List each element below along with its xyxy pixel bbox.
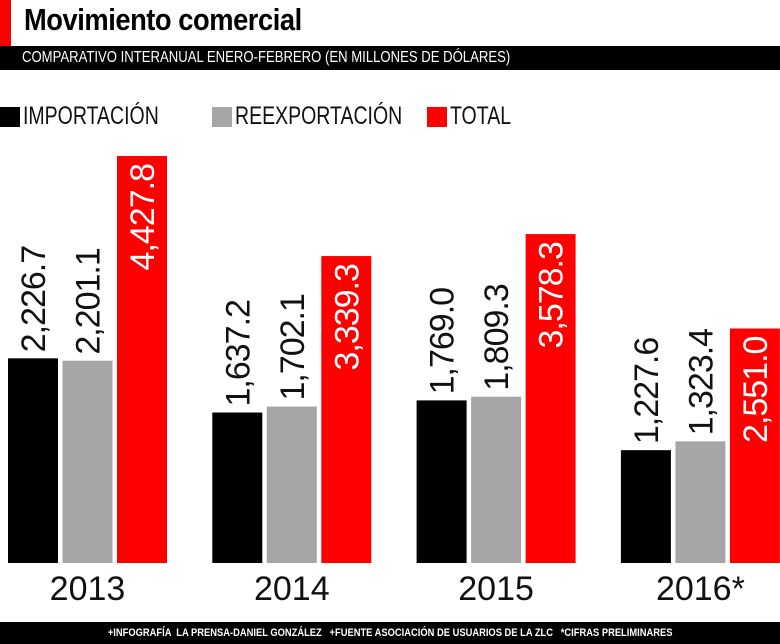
data-label: 1,227.6: [628, 338, 666, 445]
bar-importación-2014: [212, 412, 263, 563]
chart-subtitle-band: COMPARATIVO INTERANUAL ENERO-FEBRERO (EN…: [0, 46, 780, 70]
legend-swatch: [0, 106, 20, 127]
legend-label: TOTAL: [450, 102, 512, 130]
legend-swatch: [427, 106, 447, 127]
bar-reexportación-2016*: [675, 441, 726, 563]
footer-credits: +INFOGRAFÍA LA PRENSA-DANIEL GONZÁLEZ +F…: [107, 627, 673, 639]
data-label: 3,578.3: [533, 242, 571, 349]
data-label: 1,769.0: [424, 288, 462, 395]
chart-subtitle: COMPARATIVO INTERANUAL ENERO-FEBRERO (EN…: [22, 49, 511, 66]
bar-total-2016*: [729, 328, 780, 563]
data-label: 4,427.8: [124, 164, 162, 271]
bar-importación-2015: [416, 400, 467, 563]
bar-importación-2016*: [620, 450, 671, 563]
bar-chart: 2,226.7 2,201.1 4,427.8 2013 1,637.2 1,702.1 3…: [8, 156, 780, 608]
x-tick-label: 2014: [254, 570, 330, 608]
legend-label: REEXPORTACIÓN: [235, 102, 403, 130]
data-label: 3,339.3: [328, 264, 366, 371]
x-tick-label: 2015: [458, 570, 534, 608]
x-tick-label: 2016*: [656, 570, 745, 608]
bar-reexportación-2013: [62, 360, 113, 563]
legend-label: IMPORTACIÓN: [23, 102, 159, 130]
data-label: 2,226.7: [15, 246, 53, 353]
data-label: 2,201.1: [70, 248, 108, 355]
data-label: 1,637.2: [219, 300, 257, 407]
footer-band: +INFOGRAFÍA LA PRENSA-DANIEL GONZÁLEZ +F…: [0, 622, 780, 644]
data-label: 1,323.4: [682, 329, 720, 436]
data-label: 1,702.1: [274, 294, 312, 401]
legend-swatch: [212, 106, 232, 127]
legend-item-reexportacion: REEXPORTACIÓN: [212, 102, 449, 131]
bar-total-2014: [321, 256, 372, 563]
data-label: 2,551.0: [737, 336, 775, 443]
data-label: 1,809.3: [478, 284, 516, 391]
chart-title: Movimiento comercial: [24, 2, 302, 37]
bar-reexportación-2014: [266, 406, 317, 563]
legend-item-total: TOTAL: [427, 102, 528, 131]
bar-reexportación-2015: [471, 396, 522, 563]
legend-item-importacion: IMPORTACIÓN: [0, 102, 197, 131]
bar-total-2015: [525, 234, 576, 563]
bar-importación-2013: [8, 358, 58, 563]
bar-total-2013: [117, 156, 167, 563]
title-accent-bar: [0, 0, 11, 46]
x-tick-label: 2013: [50, 570, 126, 608]
